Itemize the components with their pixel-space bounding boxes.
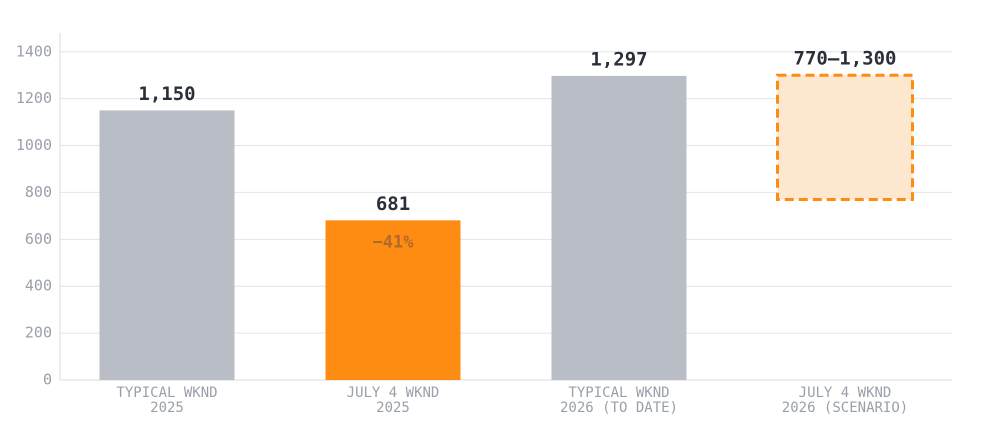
y-tick-label: 1000 <box>16 136 52 154</box>
value-label: 1,297 <box>590 48 647 70</box>
y-tick-label: 400 <box>25 277 52 295</box>
x-tick-label: JULY 4 WKND 2026 (SCENARIO) <box>782 385 908 416</box>
x-tick-line: TYPICAL WKND <box>116 385 217 401</box>
value-label: 770–1,300 <box>794 48 897 70</box>
y-tick-label: 200 <box>25 324 52 342</box>
x-tick-line: TYPICAL WKND <box>568 385 669 401</box>
bar <box>99 110 235 381</box>
y-tick-label: 800 <box>25 183 52 201</box>
value-label: 681 <box>376 193 410 215</box>
y-tick-label: 1400 <box>16 42 52 60</box>
x-tick-label: JULY 4 WKND 2025 <box>347 385 440 416</box>
x-tick-line: JULY 4 WKND <box>347 385 440 401</box>
bar <box>325 220 461 380</box>
annotation: −41% <box>373 232 415 252</box>
bar <box>551 75 687 381</box>
x-tick-label: TYPICAL WKND 2025 <box>116 385 217 416</box>
value-label: 1,150 <box>138 83 195 105</box>
y-tick-label: 0 <box>43 371 52 389</box>
range-bar <box>776 73 914 201</box>
x-tick-line: 2026 (TO DATE) <box>560 400 678 416</box>
x-tick-line: 2025 <box>376 400 410 416</box>
x-tick-line: 2026 (SCENARIO) <box>782 400 908 416</box>
y-tick-label: 600 <box>25 230 52 248</box>
y-tick-label: 1200 <box>16 89 52 107</box>
x-tick-line: JULY 4 WKND <box>799 385 892 401</box>
x-tick-label: TYPICAL WKND 2026 (TO DATE) <box>560 385 678 416</box>
x-tick-line: 2025 <box>150 400 184 416</box>
